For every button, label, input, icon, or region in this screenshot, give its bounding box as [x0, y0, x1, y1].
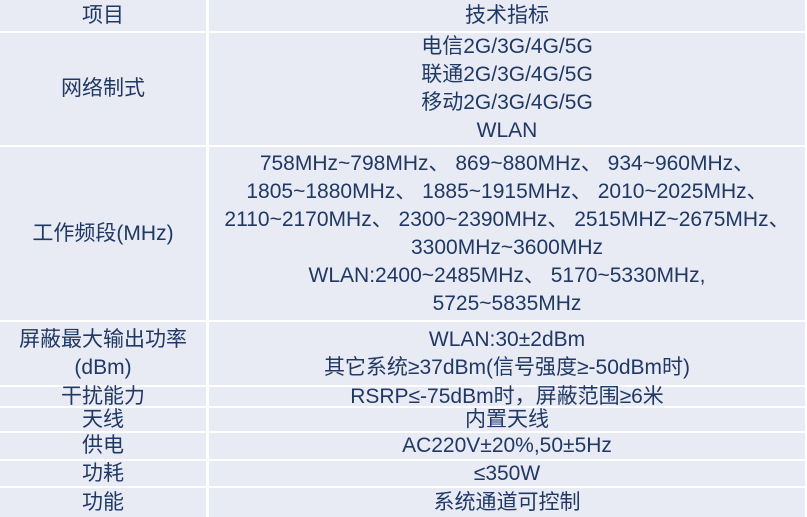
- cell-text-line: 功耗: [82, 461, 124, 485]
- cell-text-line: AC220V±20%,50±5Hz: [402, 434, 612, 457]
- cell-text-line: RSRP≤-75dBm时，屏蔽范围≥6米: [350, 384, 664, 408]
- cell-text-line: 系统通道可控制: [433, 490, 581, 514]
- table-row: 工作频段(MHz) 758MHz~798MHz、 869~880MHz、 934…: [0, 147, 805, 322]
- row-label-cell: 屏蔽最大输出功率 (dBm): [0, 322, 209, 385]
- cell-text-line: 供电: [82, 434, 124, 457]
- table-row: 功能 系统通道可控制: [0, 488, 805, 517]
- cell-text-line: 功能: [82, 490, 124, 514]
- cell-text-line: 其它系统≥37dBm(信号强度≥-50dBm时): [323, 355, 691, 379]
- cell-text-line: ≤350W: [473, 461, 541, 485]
- row-label-cell: 工作频段(MHz): [0, 147, 209, 320]
- cell-text-line: 网络制式: [61, 77, 145, 100]
- row-value-cell: RSRP≤-75dBm时，屏蔽范围≥6米: [209, 385, 805, 408]
- table-row: 网络制式 电信2G/3G/4G/5G 联通2G/3G/4G/5G 移动2G/3G/4…: [0, 33, 805, 147]
- row-label-cell: 干扰能力: [0, 385, 209, 408]
- cell-text-line: 移动2G/3G/4G/5G: [421, 91, 593, 114]
- row-value-cell: ≤350W: [209, 461, 805, 486]
- row-value-cell: WLAN:30±2dBm 其它系统≥37dBm(信号强度≥-50dBm时): [209, 322, 805, 385]
- cell-text-line: 1805~1880MHz、 1885~1915MHz、 2010~2025MHz…: [246, 179, 768, 203]
- row-label-cell: 网络制式: [0, 33, 209, 145]
- cell-text-line: 天线: [82, 407, 124, 431]
- cell-text-line: 3300MHz~3600MHz: [410, 235, 603, 259]
- header-spec-cell: 技术指标: [209, 0, 805, 31]
- row-value-cell: AC220V±20%,50±5Hz: [209, 433, 805, 459]
- cell-text-line: WLAN:2400~2485MHz、 5170~5330MHz,: [308, 263, 706, 287]
- cell-text-line: 联通2G/3G/4G/5G: [421, 63, 593, 86]
- header-item-label: 项目: [82, 3, 124, 27]
- table-row: 屏蔽最大输出功率 (dBm) WLAN:30±2dBm 其它系统≥37dBm(信号强…: [0, 322, 805, 387]
- table-header-row: 项目 技术指标: [0, 0, 805, 33]
- row-label-cell: 功能: [0, 488, 209, 517]
- row-value-cell: 内置天线: [209, 408, 805, 431]
- cell-text-line: WLAN: [476, 119, 538, 142]
- row-value-cell: 758MHz~798MHz、 869~880MHz、 934~960MHz、 18…: [209, 147, 805, 320]
- cell-text-line: 干扰能力: [61, 384, 145, 408]
- row-value-cell: 系统通道可控制: [209, 488, 805, 517]
- cell-text-line: 工作频段(MHz): [32, 221, 174, 245]
- table-row: 供电 AC220V±20%,50±5Hz: [0, 433, 805, 461]
- header-item-cell: 项目: [0, 0, 209, 31]
- header-spec-label: 技术指标: [465, 3, 549, 27]
- row-label-cell: 供电: [0, 433, 209, 459]
- table-row: 天线 内置天线: [0, 408, 805, 433]
- cell-text-line: 758MHz~798MHz、 869~880MHz、 934~960MHz、: [259, 151, 755, 175]
- table-row: 功耗 ≤350W: [0, 461, 805, 488]
- row-label-cell: 功耗: [0, 461, 209, 486]
- cell-text-line: WLAN:30±2dBm: [428, 327, 586, 351]
- cell-text-line: 2110~2170MHz、 2300~2390MHz、 2515MHZ~2675…: [224, 207, 790, 231]
- cell-text-line: 内置天线: [465, 407, 549, 431]
- row-label-cell: 天线: [0, 408, 209, 431]
- cell-text-line: 电信2G/3G/4G/5G: [421, 35, 593, 58]
- cell-text-line: 5725~5835MHz: [432, 291, 582, 315]
- cell-text-line: (dBm): [74, 355, 132, 379]
- row-value-cell: 电信2G/3G/4G/5G 联通2G/3G/4G/5G 移动2G/3G/4G/5G W…: [209, 33, 805, 145]
- cell-text-line: 屏蔽最大输出功率: [19, 327, 187, 351]
- table-row: 干扰能力 RSRP≤-75dBm时，屏蔽范围≥6米: [0, 385, 805, 408]
